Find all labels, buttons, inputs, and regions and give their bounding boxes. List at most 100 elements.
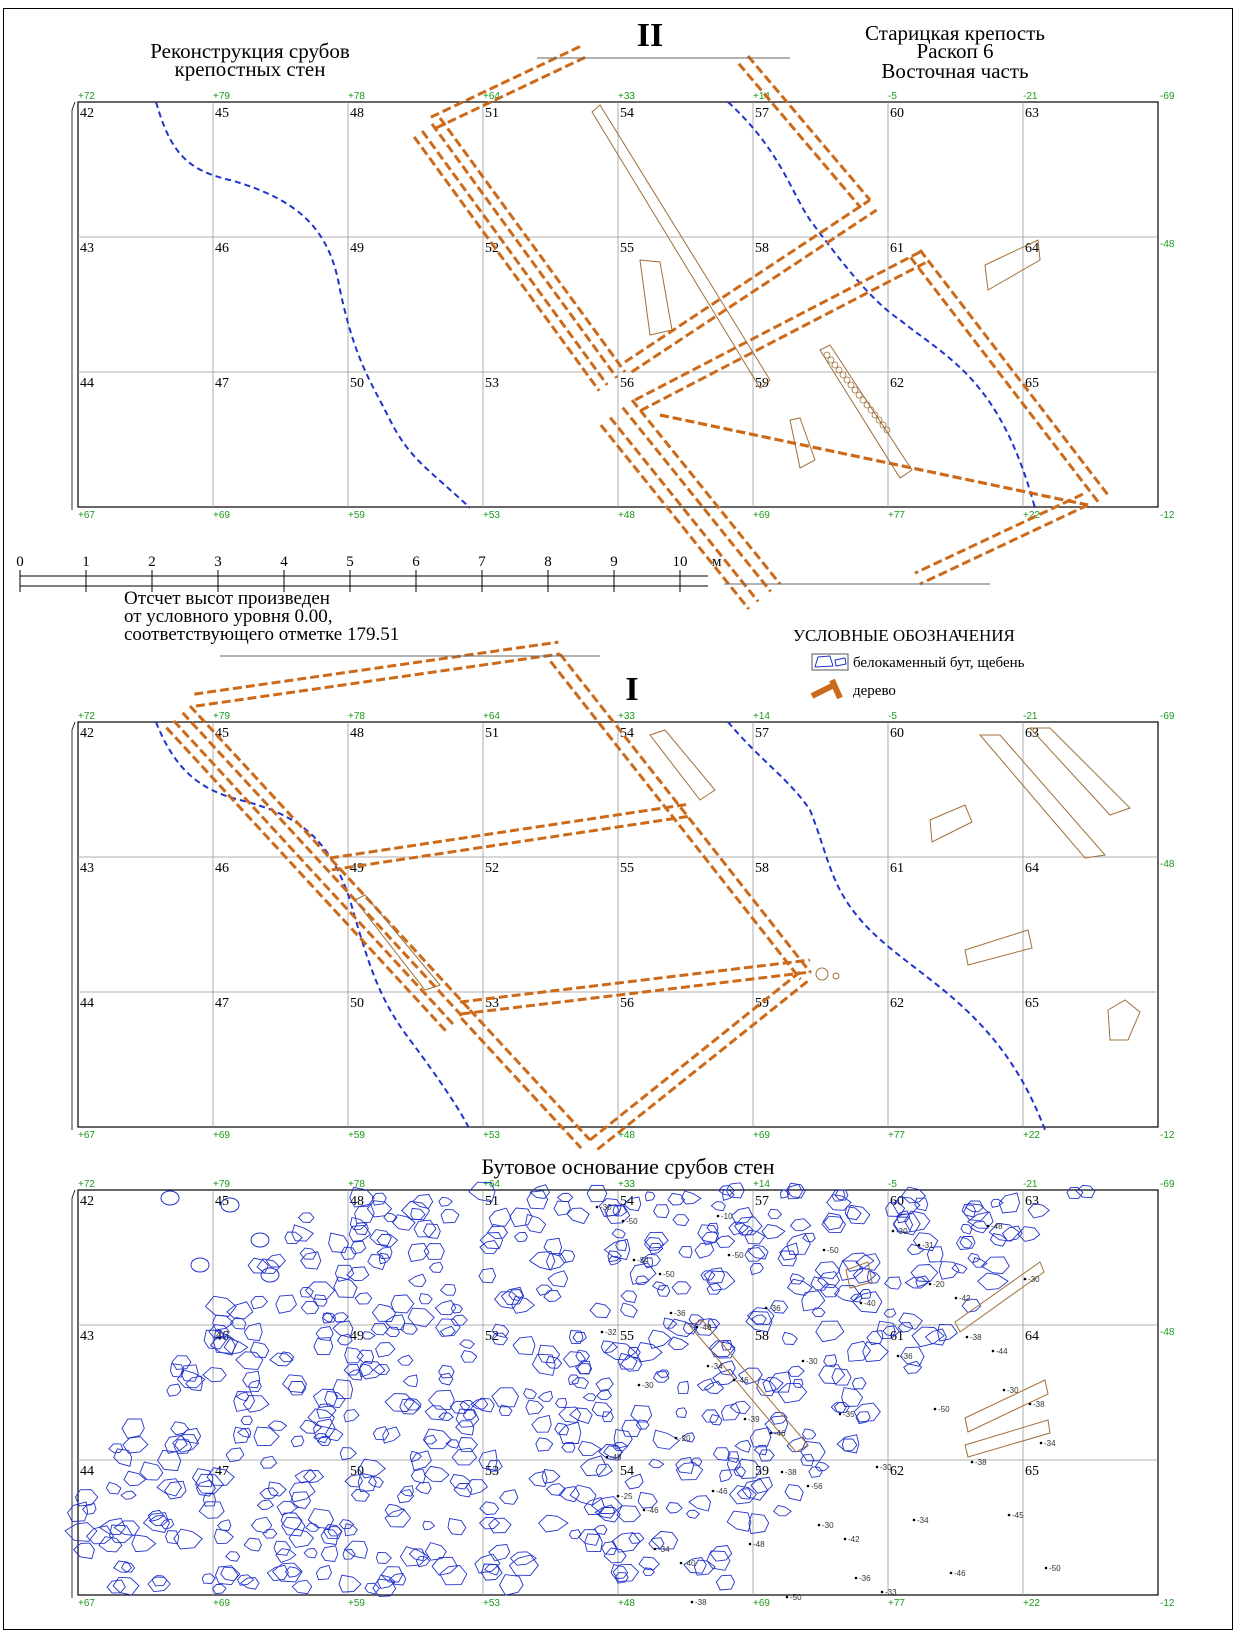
- wall-band: [596, 980, 809, 1151]
- rubble-stone: [531, 1414, 552, 1433]
- rubble-stone: [688, 1314, 705, 1326]
- rubble-stone: [525, 1213, 547, 1234]
- rubble-stone: [712, 1368, 738, 1386]
- rubble-stone: [340, 1246, 357, 1260]
- rubble-stone: [431, 1556, 458, 1576]
- bottom-elevation-mark: +53: [483, 1130, 500, 1141]
- rubble-stone: [176, 1369, 206, 1389]
- elevation-label: -35: [843, 1410, 855, 1419]
- rubble-stone: [299, 1247, 317, 1260]
- rubble-stone: [371, 1303, 397, 1322]
- rubble-stone: [447, 1517, 467, 1536]
- rubble-stone: [212, 1584, 227, 1595]
- post-circle: [867, 406, 875, 414]
- rubble-stone: [528, 1470, 548, 1487]
- wall-band: [460, 1017, 583, 1150]
- rubble-stone: [300, 1251, 322, 1270]
- rubble-stone: [131, 1534, 157, 1553]
- rubble-stone: [779, 1242, 799, 1261]
- rubble-stone: [190, 1257, 210, 1273]
- rubble-stone: [139, 1461, 164, 1481]
- rubble-stone: [628, 1532, 645, 1544]
- bottom-elevation-mark: +69: [213, 1130, 230, 1141]
- rubble-stone: [898, 1312, 923, 1330]
- rubble-stone: [316, 1436, 332, 1446]
- wall-band: [630, 208, 878, 374]
- rubble-stone: [721, 1340, 733, 1351]
- note-line-3: соответствующего отметке 179.51: [124, 624, 399, 645]
- rubble-stone: [545, 1483, 566, 1496]
- rubble-stone: [148, 1514, 169, 1527]
- top-elevation-mark: +14: [753, 1179, 770, 1190]
- scale-unit: м: [712, 554, 722, 570]
- elevation-label: -50: [938, 1405, 950, 1414]
- rubble-stone: [284, 1566, 302, 1578]
- rubble-stone: [672, 1214, 690, 1227]
- legend-stone-label: белокаменный бут, щебень: [853, 655, 1025, 671]
- rubble-stone: [235, 1351, 264, 1370]
- rubble-stone: [358, 1363, 374, 1378]
- log-outline: [689, 1319, 809, 1453]
- post-circle: [843, 376, 851, 384]
- rubble-stone: [294, 1469, 317, 1484]
- elevation-point: [780, 1470, 784, 1474]
- rubble-stone: [401, 1200, 431, 1221]
- rubble-stone: [801, 1290, 826, 1312]
- elevation-label: -45: [1012, 1511, 1024, 1520]
- wall-band: [639, 261, 927, 412]
- rubble-stone: [697, 1224, 719, 1244]
- wall-band: [194, 640, 559, 696]
- post-circle: [875, 416, 883, 424]
- rubble-stone: [706, 1222, 719, 1234]
- post-circle: [831, 361, 839, 369]
- elevation-label: -50: [663, 1270, 675, 1279]
- rubble-stone: [328, 1232, 350, 1253]
- elevation-point: [674, 1436, 678, 1440]
- rubble-stone: [899, 1346, 925, 1367]
- elevation-label: -36: [901, 1352, 913, 1361]
- rubble-stone: [256, 1499, 275, 1510]
- rubble-stone: [883, 1276, 902, 1290]
- wall-band: [195, 652, 561, 708]
- rubble-stone: [725, 1182, 745, 1199]
- square-number: 43: [80, 241, 94, 256]
- elevation-label: -34: [711, 1362, 723, 1371]
- scale-tick-label: 0: [16, 554, 24, 570]
- rubble-stone: [652, 1429, 680, 1450]
- scale-bar: 0 1 2 3 4 5 6 7 8 9 10 м: [16, 554, 722, 592]
- rubble-stone: [288, 1480, 316, 1503]
- rubble-stone: [185, 1375, 203, 1392]
- rubble-stone: [81, 1503, 97, 1515]
- elevation-point: [991, 1349, 995, 1353]
- rubble-stone: [635, 1419, 650, 1430]
- bottom-elevation-mark: +69: [213, 1598, 230, 1609]
- rubble-stone: [451, 1447, 478, 1466]
- square-number: 55: [620, 861, 634, 876]
- rubble-stone: [802, 1232, 816, 1243]
- rubble-stone: [349, 1186, 375, 1208]
- rubble-stone: [384, 1326, 400, 1338]
- rubble-stone: [1075, 1184, 1096, 1199]
- post-circle: [863, 401, 871, 409]
- rubble-stone: [789, 1218, 812, 1232]
- rubble-stone: [663, 1317, 678, 1329]
- elevation-label: -46: [737, 1376, 749, 1385]
- square-number: 50: [350, 996, 364, 1011]
- rubble-stone: [273, 1540, 291, 1556]
- rubble-stone: [500, 1286, 525, 1306]
- rubble-stone: [156, 1478, 183, 1497]
- top-elevation-mark: +33: [618, 711, 635, 722]
- rubble-stone: [225, 1551, 241, 1562]
- rubble-stone: [369, 1229, 392, 1246]
- log-outline: [954, 1261, 1045, 1333]
- rubble-stone: [650, 1530, 679, 1550]
- rubble-stone: [607, 1250, 622, 1263]
- rubble-stone: [833, 1285, 861, 1303]
- wall-band: [599, 424, 751, 611]
- bottom-elevation-mark: +69: [213, 510, 230, 521]
- elevation-label: -34: [1044, 1439, 1056, 1448]
- rubble-stone: [428, 1261, 444, 1273]
- bottom-elevation-mark: +48: [618, 1130, 635, 1141]
- rubble-stone: [384, 1393, 415, 1412]
- rubble-stone: [885, 1201, 906, 1217]
